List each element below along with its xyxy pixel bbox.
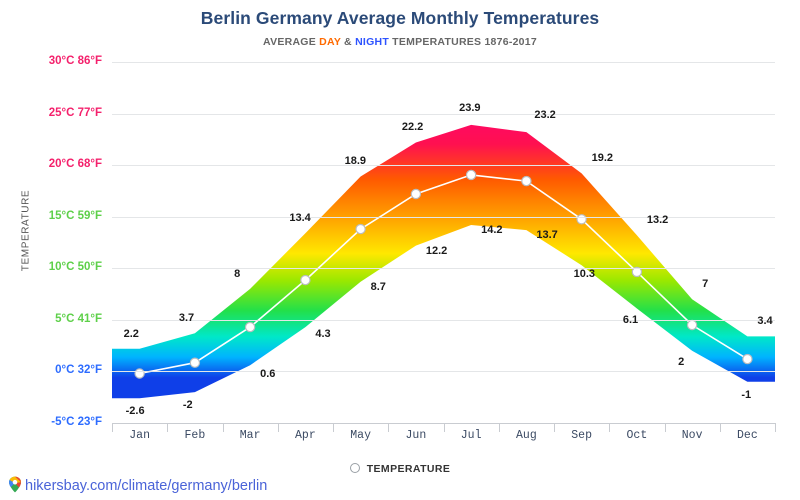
- y-axis-tick-label: 15°C 59°F: [48, 209, 102, 222]
- night-value-label: 2: [678, 355, 685, 368]
- page-title: Berlin Germany Average Monthly Temperatu…: [200, 8, 600, 28]
- source-link[interactable]: hikersbay.com/climate/germany/berlin: [8, 476, 267, 497]
- circle-outline-icon: [349, 463, 360, 473]
- plot-area: [112, 62, 775, 423]
- day-value-label: 18.9: [344, 155, 367, 168]
- day-value-label: 7: [702, 278, 709, 291]
- x-axis-tick: [388, 423, 390, 432]
- y-axis-title: TEMPERATURE: [20, 189, 32, 272]
- subtitle-night: NIGHT: [355, 36, 389, 48]
- y-axis-tick-label: 5°C 41°F: [55, 312, 102, 325]
- x-axis-label: May: [350, 429, 371, 442]
- y-axis-tick-label: -5°C 23°F: [51, 416, 102, 428]
- source-url: hikersbay.com/climate/germany/berlin: [25, 478, 268, 494]
- gridline: [112, 319, 775, 321]
- day-value-label: 23.2: [534, 109, 556, 122]
- subtitle-suffix: TEMPERATURES 1876-2017: [388, 36, 537, 48]
- gridline: [112, 113, 775, 115]
- day-value-label: 13.4: [289, 212, 311, 225]
- gridline: [112, 216, 775, 218]
- x-axis-label: Dec: [737, 429, 758, 442]
- x-axis-tick: [443, 423, 445, 432]
- day-value-label: 22.2: [401, 121, 424, 134]
- day-value-label: 3.7: [178, 312, 195, 325]
- x-axis-label: Jun: [405, 429, 427, 442]
- day-value-label: 3.4: [757, 315, 773, 328]
- data-point-marker[interactable]: [300, 274, 311, 286]
- chart-subtitle: AVERAGE DAY & NIGHT TEMPERATURES 1876-20…: [0, 36, 800, 48]
- day-value-label: 23.9: [459, 101, 481, 114]
- x-axis-tick: [277, 423, 279, 432]
- x-axis-label: Feb: [184, 429, 206, 442]
- x-axis-label: Jan: [129, 429, 150, 442]
- day-value-label: 8: [234, 267, 241, 280]
- gridline: [112, 62, 775, 63]
- x-axis-tick: [609, 423, 611, 432]
- day-value-label: 2.2: [123, 327, 139, 340]
- y-axis-tick-label: 20°C 68°F: [48, 158, 102, 171]
- x-axis-label: Mar: [239, 429, 261, 442]
- night-value-label: -2.6: [125, 405, 145, 418]
- night-value-label: 6.1: [622, 313, 639, 326]
- subtitle-ampersand: &: [340, 36, 356, 48]
- chart-legend[interactable]: TEMPERATURE: [0, 462, 800, 475]
- x-axis-tick: [167, 423, 169, 432]
- y-axis-tick-label: 10°C 50°F: [48, 261, 102, 274]
- x-axis-tick: [498, 423, 500, 432]
- night-value-label: 13.7: [536, 229, 558, 242]
- legend-label: TEMPERATURE: [366, 463, 451, 475]
- data-point-marker[interactable]: [631, 266, 643, 278]
- x-axis-tick: [775, 423, 776, 432]
- x-axis-label: Nov: [681, 429, 703, 442]
- y-axis-tick-label: 0°C 32°F: [55, 364, 102, 377]
- x-axis-label: Jul: [460, 429, 482, 442]
- x-axis-labels: Jan Feb Mar Apr May Jun Jul Aug Sep Oct Nov Dec: [112, 429, 775, 447]
- data-point-marker[interactable]: [686, 319, 698, 331]
- map-pin-icon: [8, 476, 22, 497]
- x-axis-tick: [112, 423, 113, 432]
- data-point-marker[interactable]: [244, 321, 256, 333]
- y-axis-tick-label: 30°C 86°F: [48, 55, 102, 67]
- data-point-marker[interactable]: [410, 188, 422, 200]
- x-axis-label: Oct: [626, 429, 648, 442]
- day-value-label: 13.2: [646, 214, 669, 227]
- x-axis-ticks: [112, 423, 776, 443]
- subtitle-prefix: AVERAGE: [263, 36, 320, 48]
- night-value-label: 10.3: [573, 268, 596, 281]
- night-value-label: 0.6: [260, 368, 276, 381]
- x-axis-label: Apr: [295, 429, 316, 442]
- x-axis-tick: [333, 423, 334, 432]
- x-axis-tick: [664, 423, 666, 432]
- temperature-band: [112, 124, 775, 399]
- night-value-label: 8.7: [370, 280, 386, 293]
- x-axis-tick: [554, 423, 555, 432]
- data-point-marker[interactable]: [521, 175, 532, 187]
- x-axis-label: Sep: [571, 429, 592, 442]
- night-value-label: 14.2: [481, 223, 503, 236]
- x-axis-tick: [719, 423, 721, 432]
- night-value-label: 4.3: [315, 328, 331, 341]
- subtitle-day: DAY: [319, 36, 341, 48]
- x-axis-tick: [222, 423, 224, 432]
- data-point-marker[interactable]: [134, 368, 145, 379]
- x-axis-label: Aug: [516, 429, 537, 442]
- night-value-label: 12.2: [425, 244, 448, 257]
- data-point-marker[interactable]: [465, 169, 477, 181]
- data-point-marker[interactable]: [355, 223, 366, 235]
- y-axis-tick-label: 25°C 77°F: [48, 106, 102, 119]
- gridline: [112, 165, 775, 167]
- gridline: [112, 371, 775, 373]
- gridline: [112, 268, 775, 270]
- night-value-label: -2: [182, 399, 193, 412]
- data-point-marker[interactable]: [189, 357, 201, 368]
- night-value-label: -1: [741, 388, 752, 401]
- data-point-marker[interactable]: [742, 353, 753, 365]
- day-value-label: 19.2: [591, 152, 614, 165]
